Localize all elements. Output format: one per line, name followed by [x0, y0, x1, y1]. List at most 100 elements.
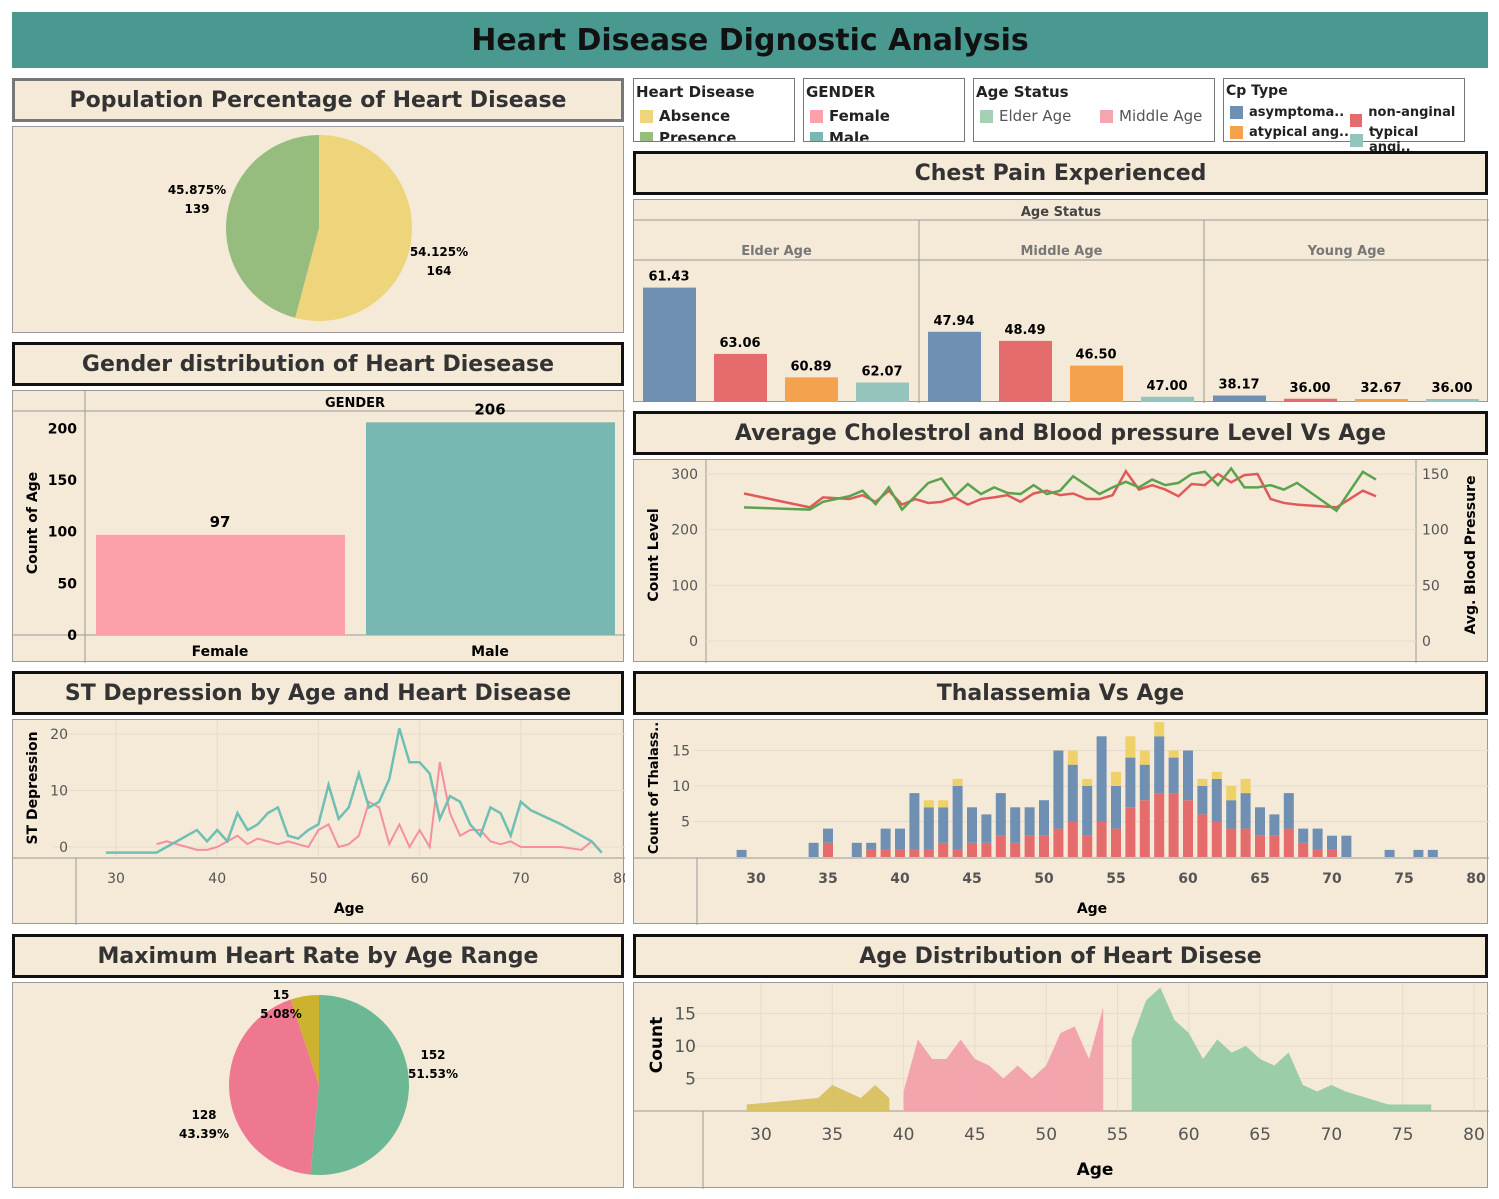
data-label-count: 152 — [420, 1048, 445, 1062]
st-absence-line — [156, 762, 593, 851]
pie-slice — [290, 995, 319, 1085]
gender-title: Gender distribution of Heart Diesease — [12, 342, 624, 386]
legend-item-non-anginal[interactable]: non-anginal .. — [1350, 105, 1464, 135]
y-tick-label: 50 — [58, 576, 78, 592]
data-label-percent: 54.125% — [410, 245, 468, 259]
legend-title: GENDER — [806, 83, 876, 101]
bar-male — [366, 422, 615, 635]
bar — [1284, 398, 1337, 402]
bar-segment — [895, 828, 905, 850]
asymptomatic-swatch — [1230, 106, 1243, 119]
chest-pain-bar-chart: Age Status Elder Age 61.43 63.06 60.89 62.07 M… — [634, 205, 1489, 403]
bar-segment — [1283, 828, 1294, 857]
bar-segment — [1183, 800, 1193, 857]
x-axis-label: Age — [1077, 901, 1107, 917]
bar-segment — [1168, 793, 1179, 857]
bar-segment — [1111, 771, 1121, 786]
bar-segment — [909, 849, 920, 857]
data-label: 62.07 — [861, 365, 902, 380]
bar-segment — [1053, 828, 1064, 857]
y-tick-label: 0 — [1422, 634, 1431, 650]
bar-segment — [1139, 750, 1150, 765]
legend-cp-type[interactable]: Cp Type asymptoma.. non-anginal .. atypi… — [1223, 78, 1465, 155]
y-tick-label: 150 — [48, 473, 77, 489]
cholesterol-panel: 0 100 200 300 0 50 100 150 Count Level Avg. Blood… — [633, 459, 1488, 663]
legend-title: Heart Disease — [636, 83, 755, 101]
y-axis-label: Avg. Blood Pressure — [1463, 476, 1479, 635]
bar-segment — [1197, 814, 1208, 857]
legend-item-presence[interactable]: Presence — [640, 129, 736, 141]
legend-item-absence[interactable]: Absence — [640, 107, 730, 125]
bar-segment — [1298, 828, 1309, 843]
chest-pain-panel: Age Status Elder Age 61.43 63.06 60.89 62.07 M… — [633, 199, 1489, 403]
x-tick-label: 35 — [818, 871, 837, 887]
x-tick-label: 70 — [1321, 1125, 1343, 1145]
bar-segment — [1240, 828, 1251, 857]
x-tick-label: 75 — [1392, 1125, 1414, 1145]
bar-segment — [880, 849, 891, 857]
column-header: GENDER — [325, 396, 385, 411]
bar-segment — [923, 849, 934, 857]
bar-segment — [1427, 849, 1438, 857]
x-tick-label: 50 — [1035, 1125, 1057, 1145]
male-swatch — [810, 131, 823, 141]
bar-segment — [1226, 828, 1237, 857]
x-tick-label: 40 — [208, 871, 226, 887]
bar-segment — [1082, 835, 1093, 857]
y-tick-label: 200 — [671, 523, 698, 539]
bar-segment — [1341, 835, 1352, 857]
legend-item-atypical[interactable]: atypical ang.. — [1230, 125, 1349, 140]
bar — [928, 331, 981, 402]
bar-segment — [1384, 849, 1395, 857]
bar — [643, 287, 696, 402]
x-tick-label: 80 — [1466, 871, 1486, 887]
bar-segment — [1168, 757, 1179, 794]
bar-segment — [1197, 778, 1208, 786]
bar-segment — [1125, 807, 1136, 857]
bar-segment — [1067, 764, 1078, 822]
y-tick-label: 100 — [1422, 523, 1449, 539]
legend-title: Cp Type — [1226, 83, 1288, 99]
bar-female — [96, 534, 345, 635]
bar — [785, 377, 838, 402]
thal-bar-chart: 30 35 40 45 50 55 60 65 70 75 80 5 10 15 Age Count of T… — [634, 722, 1489, 925]
legend-gender[interactable]: GENDER Female Male — [803, 78, 965, 142]
bar — [1355, 399, 1408, 402]
y-tick-label: 20 — [50, 727, 68, 743]
bar-segment — [1154, 736, 1165, 794]
legend-item-female[interactable]: Female — [810, 107, 890, 125]
y-axis-label: Count — [647, 1017, 667, 1074]
bar-segment — [967, 842, 977, 857]
bar — [999, 340, 1052, 402]
legend-item-male[interactable]: Male — [810, 129, 869, 141]
st-line-chart: 30 40 50 60 70 80 0 10 20 Age ST Depression — [13, 720, 631, 925]
legend-age-status[interactable]: Age Status Elder Age Middle Age — [973, 78, 1215, 142]
x-tick-label: 60 — [1178, 1125, 1200, 1145]
bar-segment — [952, 849, 963, 857]
data-label: 63.06 — [719, 336, 760, 351]
bar-segment — [736, 849, 747, 857]
y-tick-label: 150 — [1422, 467, 1449, 483]
legend-item-elder[interactable]: Elder Age — [980, 107, 1071, 125]
x-tick-label: 60 — [411, 871, 429, 887]
x-tick-label: 70 — [1322, 871, 1342, 887]
legend-heart-disease[interactable]: Heart Disease Absence Presence — [633, 78, 795, 142]
bar-segment — [923, 807, 934, 850]
bar-segment — [1067, 821, 1078, 857]
x-tick-label: 50 — [309, 871, 327, 887]
y-tick-label: 0 — [67, 628, 77, 644]
y-tick-label: 5 — [681, 815, 690, 831]
bar-segment — [1226, 800, 1237, 829]
x-tick-label: 30 — [746, 871, 766, 887]
x-tick-label: 40 — [893, 1125, 915, 1145]
x-tick-label: 30 — [107, 871, 125, 887]
area-elder-age — [1131, 987, 1432, 1111]
legend-item-asymptomatic[interactable]: asymptoma.. — [1230, 105, 1344, 120]
bar-segment — [1010, 842, 1021, 857]
bar-segment — [880, 828, 891, 850]
st-presence-line — [105, 727, 603, 854]
legend-item-middle[interactable]: Middle Age — [1100, 107, 1202, 125]
bar-segment — [1183, 750, 1193, 801]
population-panel: 54.125% 164 45.875% 139 — [12, 126, 624, 333]
x-tick-label: 40 — [890, 871, 910, 887]
